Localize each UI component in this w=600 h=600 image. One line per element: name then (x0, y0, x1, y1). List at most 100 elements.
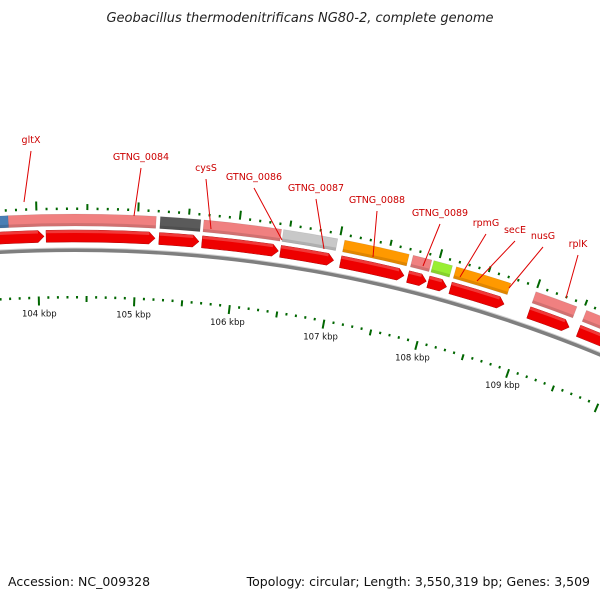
cds-arrow-highlight (579, 325, 600, 337)
tick-mark (574, 299, 578, 303)
cds-arrow[interactable] (406, 270, 427, 286)
genome-title: Geobacillus thermodenitrificans NG80-2, … (106, 11, 494, 26)
gene-feature-shade (410, 264, 430, 272)
gene-leader-line (459, 233, 487, 278)
gene-feature[interactable] (159, 216, 202, 232)
tick-mark (517, 278, 520, 282)
tick-mark (378, 331, 382, 335)
cds-arrow[interactable] (339, 255, 405, 281)
tick-mark (238, 210, 242, 220)
tick-mark (434, 345, 438, 349)
cds-arrow-highlight (202, 235, 274, 248)
gene-label[interactable]: GTNG_0087 (288, 183, 344, 194)
tick-mark (448, 258, 452, 261)
kbp-axis-label: 109 kbp (485, 381, 520, 391)
gene-label-leaders (23, 150, 579, 299)
tick-mark (399, 245, 402, 249)
gene-feature-shade (0, 224, 9, 229)
cds-arrow-highlight (429, 276, 443, 283)
gene-label[interactable]: secE (504, 225, 526, 236)
cds-arrow[interactable] (158, 232, 200, 248)
tick-mark (350, 325, 354, 329)
gene-feature-shade (281, 238, 337, 251)
tick-mark (359, 236, 363, 240)
gene-label[interactable]: GTNG_0084 (113, 152, 169, 163)
gene-feature[interactable] (342, 239, 410, 267)
tick-mark (388, 333, 391, 337)
cds-arrow[interactable] (526, 306, 570, 331)
tick-mark (429, 252, 432, 256)
gene-feature[interactable] (7, 213, 157, 229)
tick-mark (369, 238, 373, 242)
gene-label[interactable]: nusG (531, 231, 555, 242)
accession-text: Accession: NC_009328 (8, 574, 151, 589)
tick-mark (480, 359, 483, 363)
gene-feature[interactable] (581, 309, 600, 351)
tick-mark (593, 306, 597, 310)
backbone-arc (0, 248, 600, 357)
gene-leader-line (133, 167, 142, 217)
cds-arrow[interactable] (45, 229, 156, 245)
tick-mark (578, 395, 582, 400)
tick-mark (497, 272, 501, 276)
tick-mark (550, 385, 555, 392)
gene-leader-line (422, 223, 441, 267)
tick-mark (425, 343, 428, 347)
gene-leader-line (315, 198, 325, 250)
gene-feature-shade (430, 269, 451, 278)
tick-mark (526, 281, 530, 285)
cds-arrow[interactable] (279, 245, 335, 266)
tick-mark (525, 375, 529, 379)
gene-label[interactable]: GTNG_0088 (349, 195, 405, 206)
tick-mark (321, 319, 326, 329)
gene-feature[interactable] (202, 219, 283, 242)
gene-label[interactable]: GTNG_0089 (412, 208, 468, 219)
gene-label[interactable]: rpmG (473, 218, 500, 229)
tick-mark (458, 260, 462, 264)
gene-label[interactable]: GTNG_0086 (226, 172, 282, 183)
kbp-axis-label: 104 kbp (22, 309, 57, 319)
tick-mark (536, 279, 542, 289)
tick-mark (341, 323, 345, 327)
tick-mark (468, 263, 471, 267)
cds-arrow-highlight (159, 232, 194, 239)
gene-feature-shade (453, 275, 509, 295)
tick-mark (555, 292, 559, 296)
gene-label[interactable]: rplK (569, 239, 589, 250)
cds-arrow-highlight (451, 282, 501, 300)
tick-mark (543, 381, 546, 385)
cds-arrow[interactable] (448, 281, 505, 309)
tick-mark (443, 348, 447, 352)
feature-track (0, 213, 600, 351)
gene-feature[interactable] (531, 291, 578, 319)
gene-label[interactable]: cysS (195, 163, 217, 174)
gene-leader-line (476, 240, 516, 282)
cds-arrow[interactable] (201, 235, 279, 257)
kbp-axis-label: 108 kbp (395, 353, 430, 363)
gene-labels: gltX GTNG_0084 cysS GTNG_0086 GTNG_0087 GTNG_… (22, 135, 589, 250)
tick-mark (478, 266, 481, 270)
tick-mark (545, 288, 549, 292)
tick-mark (561, 388, 564, 392)
cds-track (0, 229, 600, 364)
cds-arrow-highlight (0, 230, 38, 236)
cds-arrow[interactable] (426, 275, 447, 292)
gene-feature-shade (8, 222, 156, 229)
tick-mark (507, 275, 510, 279)
gene-feature[interactable] (452, 266, 512, 296)
tick-mark (379, 240, 382, 244)
gene-feature[interactable] (430, 260, 453, 278)
tick-mark (368, 329, 373, 336)
cds-arrow[interactable] (0, 230, 45, 245)
gene-label[interactable]: gltX (22, 135, 41, 146)
tick-mark (339, 226, 344, 236)
topology-text: Topology: circular; Length: 3,550,319 bp… (246, 574, 590, 589)
kbp-axis-label: 106 kbp (210, 318, 245, 328)
cds-arrow[interactable] (575, 324, 600, 364)
tick-mark (275, 311, 279, 318)
gene-feature[interactable] (409, 254, 433, 273)
tick-mark (587, 399, 591, 403)
genome-backbone (0, 247, 600, 357)
